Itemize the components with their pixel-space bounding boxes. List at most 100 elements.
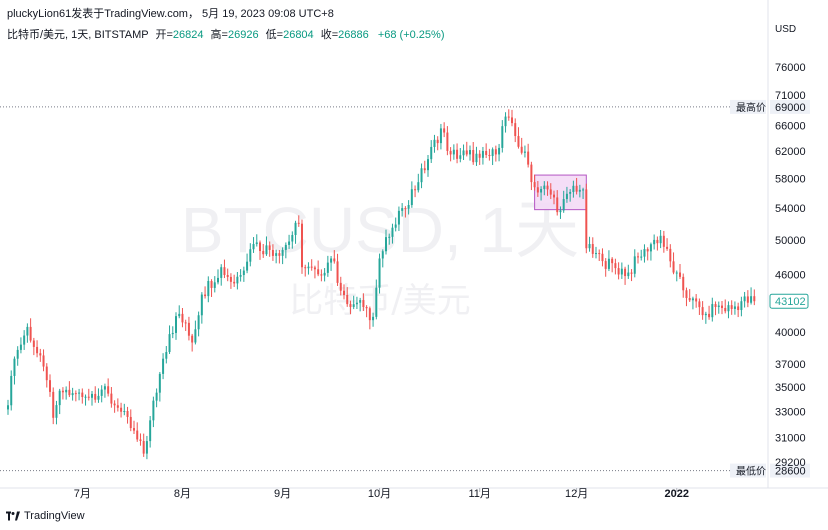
candle-body [378,258,381,288]
highlight-rectangle[interactable] [534,174,587,211]
y-tick-label: 40000 [775,327,806,339]
candle-body [120,407,123,412]
candle-body [355,302,358,305]
y-tick-label: 29200 [775,457,806,469]
candle-body [200,294,203,316]
y-tick-label: 54000 [775,203,806,215]
candle-body [359,300,362,303]
candle-body [494,149,497,155]
candle-body [61,390,64,393]
candle-body [246,261,249,271]
x-tick-label: 9月 [274,488,291,500]
candle-body [410,189,413,206]
candle-body [633,256,636,274]
last-price-label: 43102 [775,296,806,308]
currency-unit: USD [775,24,797,35]
candle-body [368,308,371,321]
x-tick-label: 12月 [565,488,588,500]
tradingview-logo-icon [6,511,20,521]
candle-body [536,187,539,193]
candle-body [711,304,714,318]
candle-body [704,313,707,316]
y-tick-label: 31000 [775,432,806,444]
candle-body [659,235,662,244]
candle-body [682,276,685,291]
candle-body [472,150,475,163]
candle-body [323,272,326,276]
candle-body [520,146,523,153]
candle-body [113,403,116,406]
high-value: 26926 [227,29,259,41]
candle-body [133,428,135,431]
candle-body [456,149,459,159]
y-tick-label: 76000 [775,62,806,74]
tradingview-brand[interactable]: TradingView [6,510,85,522]
candle-body [514,123,517,137]
candle-body [362,300,365,308]
candle-body [249,249,252,262]
candle-body [294,222,297,236]
candle-body [391,227,394,237]
candle-body [491,149,494,157]
candle-body [168,334,171,353]
candle-body [517,136,520,147]
candle-body [204,294,207,297]
candle-body [656,239,659,244]
y-tick-label: 35000 [775,382,806,394]
candle-body [698,301,701,308]
candle-body [559,210,562,213]
candle-body [32,340,35,347]
candle-body [239,275,242,277]
candle-body [527,151,530,165]
candle-body [74,393,77,395]
candle-body [595,253,597,255]
candle-body [320,274,323,276]
candle-body [268,245,271,250]
candle-body [669,248,672,262]
candle-body [107,386,110,394]
candle-body [643,249,646,257]
y-tick-label: 46000 [775,269,806,281]
candle-body [750,296,753,303]
candle-body [262,250,265,255]
candle-body [646,249,649,252]
candle-body [385,237,387,252]
candle-body [81,392,84,397]
candle-body [582,189,585,191]
candle-body [52,391,55,418]
candle-body [666,246,669,249]
candle-body [724,307,727,312]
candle-body [733,306,736,309]
candle-body [427,159,429,171]
candle-body [381,251,384,259]
y-tick-label: 58000 [775,174,806,186]
candle-body [607,258,610,269]
candle-body [94,393,97,400]
candle-body [171,332,174,335]
candle-body [578,189,581,192]
candle-body [627,272,630,277]
candle-body [475,153,478,163]
candle-body [142,440,145,454]
candle-body [404,208,407,210]
y-tick-label: 66000 [775,120,806,132]
y-tick-label: 37000 [775,359,806,371]
symbol-label[interactable]: 比特币/美元, 1天, BITSTAMP [7,29,149,41]
candle-body [23,335,26,345]
candle-body [233,281,236,284]
candle-body [601,253,604,262]
candle-body [740,301,743,311]
candle-body [530,164,533,183]
candle-body [507,116,510,118]
candle-body [42,355,45,367]
candle-body [727,305,730,312]
candle-body [746,296,749,303]
candle-body [572,185,575,192]
extreme-label-bg [730,463,766,478]
candle-body [288,241,291,245]
candle-body [68,389,71,396]
candle-body [649,244,652,252]
candle-body [585,189,588,249]
candle-body [236,276,239,284]
